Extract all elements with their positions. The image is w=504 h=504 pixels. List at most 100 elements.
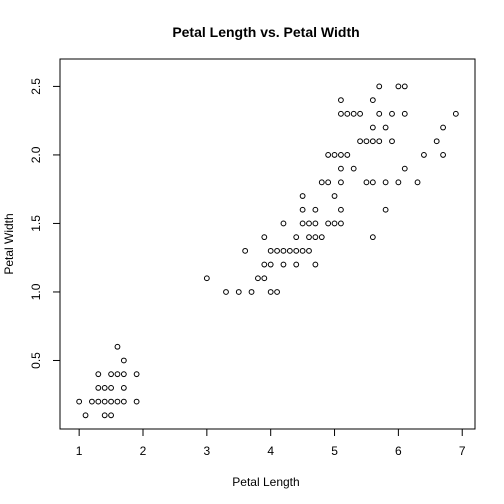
data-point: [344, 152, 351, 158]
data-point: [382, 179, 389, 186]
data-points: [76, 83, 459, 419]
data-point: [401, 165, 408, 172]
data-point: [338, 206, 344, 213]
data-point: [120, 357, 127, 364]
data-point: [338, 165, 344, 172]
data-point: [203, 275, 210, 282]
y-tick-label: 0.5: [29, 352, 43, 369]
x-tick-label: 1: [76, 444, 83, 458]
data-point: [369, 234, 376, 241]
x-axis-label: Petal Length: [232, 475, 299, 489]
data-point: [325, 220, 332, 227]
data-point: [95, 384, 102, 391]
data-point: [108, 398, 114, 405]
x-tick-label: 4: [267, 444, 274, 458]
data-point: [318, 179, 325, 186]
data-point: [76, 398, 83, 405]
data-point: [433, 138, 440, 145]
data-point: [120, 398, 127, 405]
data-point: [120, 371, 127, 378]
data-point: [421, 152, 427, 158]
data-point: [350, 165, 357, 172]
x-tick-label: 5: [331, 444, 338, 458]
data-point: [338, 179, 344, 186]
plot-frame: [59, 58, 476, 430]
data-point: [293, 234, 300, 241]
y-tick-label: 1.5: [29, 215, 43, 232]
data-point: [306, 220, 312, 227]
data-point: [267, 289, 274, 295]
data-point: [382, 206, 389, 213]
data-point: [280, 261, 287, 268]
data-point: [299, 220, 306, 227]
data-point: [401, 83, 408, 90]
data-point: [357, 138, 363, 145]
data-point: [120, 384, 127, 391]
data-point: [299, 247, 306, 254]
data-point: [114, 371, 121, 378]
data-point: [363, 179, 370, 186]
data-point: [382, 124, 389, 131]
data-point: [255, 275, 261, 282]
y-tick-label: 2.0: [29, 146, 43, 163]
data-point: [274, 289, 280, 295]
data-point: [331, 220, 338, 227]
x-axis: 1 2 3 4 5 6 7: [76, 428, 466, 458]
data-point: [440, 152, 446, 158]
data-point: [101, 384, 108, 391]
data-point: [242, 247, 249, 254]
x-tick-label: 3: [204, 444, 211, 458]
data-point: [312, 261, 319, 268]
data-point: [325, 179, 332, 186]
chart-title: Petal Length vs. Petal Width: [172, 24, 359, 40]
data-point: [325, 152, 332, 158]
x-tick-label: 7: [459, 444, 466, 458]
data-point: [299, 193, 306, 199]
data-point: [389, 138, 395, 145]
data-point: [369, 97, 376, 104]
data-point: [331, 193, 338, 199]
data-point: [82, 412, 89, 419]
data-point: [414, 179, 421, 186]
data-point: [440, 124, 446, 131]
y-tick-label: 1.0: [29, 283, 43, 300]
data-point: [338, 110, 344, 117]
data-point: [376, 138, 383, 145]
data-point: [312, 220, 319, 227]
y-tick-label: 2.5: [29, 78, 43, 95]
data-point: [108, 384, 114, 391]
data-point: [133, 398, 140, 405]
data-point: [248, 289, 255, 295]
data-point: [89, 398, 95, 405]
data-point: [101, 412, 108, 419]
data-point: [357, 110, 363, 117]
data-point: [261, 234, 268, 241]
data-point: [363, 138, 370, 145]
data-point: [344, 110, 351, 117]
data-point: [95, 371, 102, 378]
data-point: [401, 110, 408, 117]
data-point: [261, 275, 268, 282]
data-point: [274, 247, 280, 254]
data-point: [114, 398, 121, 405]
x-tick-label: 2: [140, 444, 147, 458]
data-point: [280, 247, 287, 254]
data-point: [318, 234, 325, 241]
data-point: [350, 110, 357, 117]
data-point: [331, 152, 338, 158]
data-point: [389, 110, 395, 117]
data-point: [376, 83, 383, 90]
data-point: [267, 261, 274, 268]
data-point: [114, 343, 121, 350]
y-axis: 0.5 1.0 1.5 2.0 2.5: [29, 78, 61, 369]
data-point: [133, 371, 140, 378]
data-point: [395, 83, 402, 90]
data-point: [261, 261, 268, 268]
x-tick-label: 6: [395, 444, 402, 458]
data-point: [108, 371, 114, 378]
data-point: [95, 398, 102, 405]
data-point: [338, 220, 344, 227]
y-axis-label: Petal Width: [2, 213, 16, 274]
data-point: [293, 261, 300, 268]
data-point: [101, 398, 108, 405]
